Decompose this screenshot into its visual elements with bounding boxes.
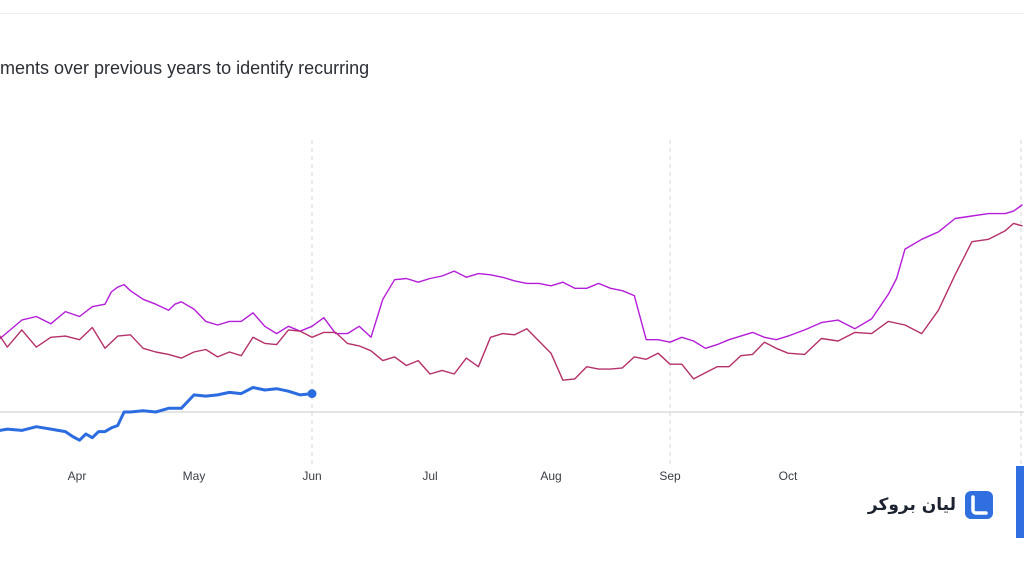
top-divider bbox=[0, 13, 1024, 14]
brand[interactable]: لیان بروکر bbox=[868, 489, 994, 521]
series-line-1 bbox=[0, 204, 1023, 349]
x-tick-label-oct: Oct bbox=[779, 469, 798, 483]
chart-subtitle: ments over previous years to identify re… bbox=[0, 58, 370, 78]
accent-bar bbox=[1016, 466, 1024, 538]
lian-broker-logo-icon bbox=[965, 491, 993, 519]
series-line-3 bbox=[0, 386, 314, 442]
series-end-marker-3[interactable] bbox=[307, 389, 317, 399]
x-tick-label-aug: Aug bbox=[540, 469, 561, 483]
x-tick-label-jul: Jul bbox=[422, 469, 437, 483]
x-tick-label-may: May bbox=[183, 469, 206, 483]
x-tick-label-sep: Sep bbox=[659, 469, 681, 483]
x-tick-label-apr: Apr bbox=[68, 469, 87, 483]
brand-name: لیان بروکر bbox=[867, 495, 956, 515]
series-line-2 bbox=[0, 222, 1023, 381]
x-tick-label-jun: Jun bbox=[302, 469, 321, 483]
